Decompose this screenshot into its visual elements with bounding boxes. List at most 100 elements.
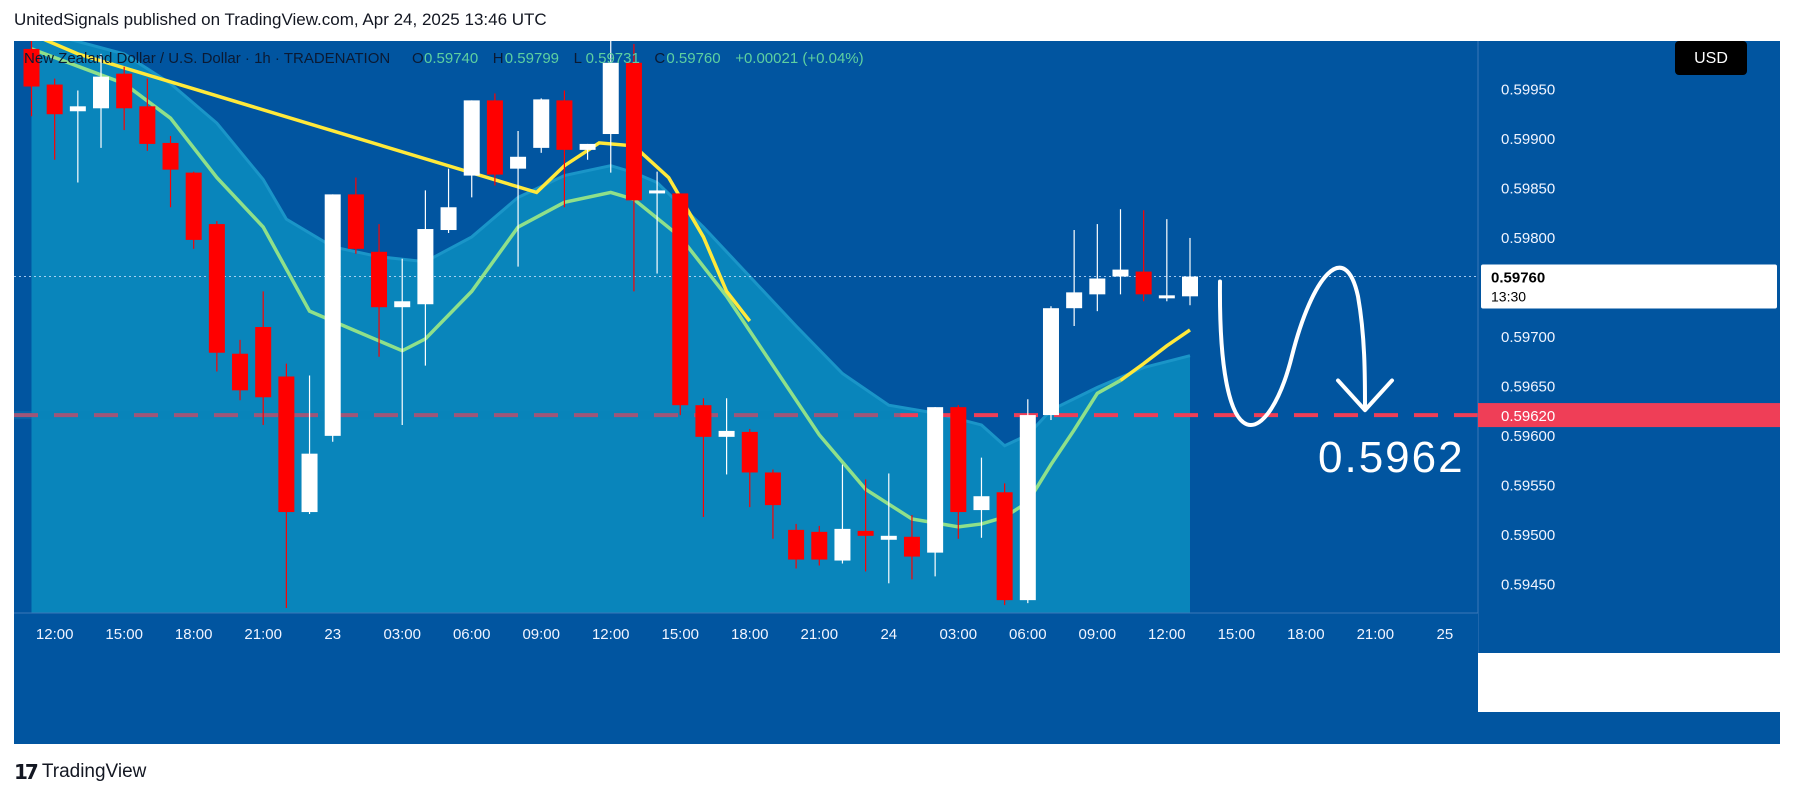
candle [788,523,805,569]
time-tick-label: 15:00 [1218,626,1256,643]
ma-yellow-line [43,41,752,323]
candle [185,171,202,249]
time-tick-label: 21:00 [801,626,839,643]
candle-body [1182,276,1198,297]
candle-body [1089,278,1106,295]
time-tick-label: 06:00 [453,626,491,643]
candle [93,53,110,148]
candle [510,131,527,267]
candle [440,168,457,233]
candle [278,363,295,609]
candle-body [533,99,550,148]
footer-brand[interactable]: 17 TradingView [14,760,146,784]
candle-body [208,224,225,353]
candle [764,469,781,539]
target-level-annotation: 0.5962 [1318,433,1465,482]
candle-body [69,106,86,112]
price-tick-label: 0.59600 [1501,428,1555,445]
candle [672,193,689,416]
level-line-fade [14,411,901,420]
level-price-badge [1478,403,1780,428]
candle-body [394,301,411,308]
candle-body [950,407,967,513]
time-tick-label: 15:00 [661,626,699,643]
price-tick-label: 0.59500 [1501,527,1555,544]
candle-body [695,405,712,437]
ohlc-value: 0.59799 [505,50,559,67]
candle [301,375,318,515]
candle [811,525,828,566]
candle-body [579,143,596,150]
time-tick-label: 21:00 [1357,626,1395,643]
candle [46,78,63,160]
price-chart[interactable]: 0.5962 0.59950 0.59900 0.59850 0.59800 0.597… [14,39,1780,744]
candle [579,143,596,160]
candle-body [347,194,364,249]
candle [1089,224,1106,312]
ohlc-key: L [574,50,582,67]
candle [695,398,712,518]
candle-body [255,327,272,398]
time-tick-label: 12:00 [1148,626,1186,643]
footer-brand-label: TradingView [41,761,147,782]
candle-body [811,531,828,560]
candle [903,515,920,580]
chart-svg[interactable]: 0.5962 0.59950 0.59900 0.59850 0.59800 0.597… [14,39,1780,744]
price-tick-label: 0.59900 [1501,131,1555,148]
candle-body [46,84,63,115]
candle [1135,210,1152,302]
candle-body [510,156,527,169]
candle [1158,219,1175,302]
candle [394,258,411,425]
time-tick-label: 09:00 [522,626,560,643]
currency-badge[interactable]: USD [1675,41,1747,75]
publisher-line: UnitedSignals published on TradingView.c… [14,10,547,29]
candle [834,464,851,564]
time-tick-label: 18:00 [1287,626,1325,643]
price-tick-label: 0.59850 [1501,180,1555,197]
time-tick-label: 18:00 [731,626,769,643]
candle [556,90,573,208]
candle [347,177,364,254]
candle-body [162,142,179,170]
area-fill [31,41,1190,613]
chart-legend: New Zealand Dollar / U.S. Dollar · 1h · … [24,50,864,67]
candle [23,39,40,117]
candle [162,136,179,208]
currency-label: USD [1694,50,1728,67]
ohlc-value: 0.59731 [586,50,640,67]
price-tick-label: 0.59950 [1501,82,1555,99]
time-tick-label: 09:00 [1079,626,1117,643]
candle [973,457,990,538]
candle [880,473,897,584]
price-axis-panel [1478,41,1780,653]
candles [23,39,1198,609]
candle [857,479,874,572]
candle [533,98,550,153]
candle [996,483,1013,606]
candle-body [880,535,897,540]
ohlc-key: H [493,50,504,67]
arrow-head-icon [1336,378,1394,413]
candle [1042,306,1059,421]
candle-body [649,190,666,194]
candle-body [625,62,642,201]
candle-body [185,172,202,240]
candle [139,78,156,151]
candle [255,291,272,425]
candle-body [834,528,851,561]
symbol-title: New Zealand Dollar / U.S. Dollar · 1h · … [24,50,390,67]
ohlc-value: 0.59740 [424,50,478,67]
candle-body [1066,292,1083,309]
candle [649,171,666,274]
time-tick-label: 03:00 [940,626,978,643]
candle-body [93,76,110,109]
candle-body [463,100,480,176]
ohlc-key: C [654,50,665,67]
candle-body [996,492,1013,601]
candle [741,428,758,508]
price-tick-label: 0.59550 [1501,477,1555,494]
time-tick-label: 21:00 [244,626,282,643]
time-tick-label: 18:00 [175,626,213,643]
candle-body [973,496,990,511]
